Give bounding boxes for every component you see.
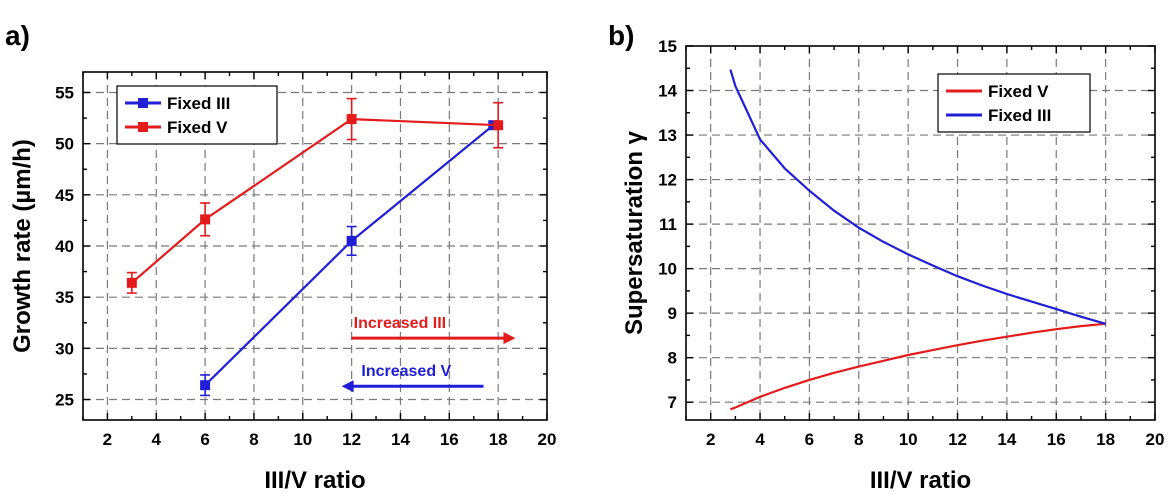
a-legend-label: Fixed V: [167, 118, 228, 137]
a-x-tick-label: 8: [249, 430, 258, 449]
panel-a-chart: 2 4 6 8 10 12 14 16 18 20 25 30 35 40 45 50 55 III/V rati…: [5, 20, 556, 494]
a-x-axis-label: III/V ratio: [264, 467, 365, 494]
a-legend-marker: [138, 122, 148, 132]
b-x-tick-label: 8: [854, 430, 863, 449]
a-x-tick-label: 4: [152, 430, 162, 449]
a-y-tick-label: 40: [55, 237, 74, 256]
a-y-tick-label: 45: [55, 186, 74, 205]
b-x-tick-label: 2: [706, 430, 715, 449]
a-legend-box: [116, 85, 278, 145]
a-panel-label: a): [5, 20, 30, 51]
b-y-tick-label: 14: [658, 82, 677, 101]
a-data-point-fixed-iii: [200, 380, 211, 391]
b-y-tick-label: 10: [658, 260, 677, 279]
a-data-point-fixed-v: [200, 214, 211, 225]
a-data-point-fixed-iii: [346, 235, 357, 246]
a-y-tick-label: 50: [55, 135, 74, 154]
b-x-tick-label: 12: [948, 430, 967, 449]
b-x-tick-label: 18: [1096, 430, 1115, 449]
a-x-tick-label: 10: [293, 430, 312, 449]
a-data-point-fixed-v: [346, 114, 357, 125]
a-legend-label: Fixed III: [167, 94, 230, 113]
b-plot-frame: [685, 45, 1156, 421]
b-x-tick-label: 4: [755, 430, 765, 449]
a-y-tick-label: 55: [55, 83, 74, 102]
a-x-tick-label: 14: [391, 430, 410, 449]
a-x-tick-label: 6: [200, 430, 209, 449]
b-y-tick-label: 15: [658, 37, 677, 56]
a-data-point-fixed-v: [493, 120, 504, 131]
b-panel-label: b): [608, 20, 634, 51]
b-series-line-fixed-v: [730, 322, 1106, 411]
b-y-axis-label: Supersaturation γ: [621, 130, 648, 335]
b-y-tick-label: 8: [668, 349, 677, 368]
b-series-line-fixed-iii: [729, 69, 1106, 325]
b-y-tick-label: 7: [668, 393, 677, 412]
b-legend-box: [937, 73, 1091, 133]
b-y-tick-label: 13: [658, 126, 677, 145]
a-annotation-label: Increased V: [361, 363, 451, 380]
a-data-point-fixed-v: [126, 277, 137, 288]
a-y-tick-label: 25: [55, 391, 74, 410]
a-x-tick-label: 20: [538, 430, 557, 449]
b-x-axis-label: III/V ratio: [870, 467, 971, 494]
a-annotation-arrowhead: [503, 332, 516, 345]
panel-b-chart: 2 4 6 8 10 12 14 16 18 20 7 8 9 10 11 12 13 14 15 III/V rat…: [608, 20, 1164, 494]
b-legend-label: Fixed V: [988, 82, 1049, 101]
a-y-tick-label: 35: [55, 288, 74, 307]
b-x-tick-label: 16: [1047, 430, 1066, 449]
a-x-tick-label: 2: [103, 430, 112, 449]
b-x-tick-label: 6: [805, 430, 814, 449]
b-y-tick-label: 11: [659, 215, 677, 234]
b-x-tick-label: 14: [997, 430, 1016, 449]
b-legend-label: Fixed III: [988, 106, 1051, 125]
a-y-axis-label: Growth rate (µm/h): [9, 139, 36, 353]
a-x-tick-label: 16: [440, 430, 459, 449]
a-x-tick-label: 12: [342, 430, 361, 449]
b-x-tick-label: 20: [1146, 430, 1165, 449]
a-annotation-label: Increased III: [354, 315, 447, 332]
a-legend-marker: [138, 98, 148, 108]
a-annotation-arrowhead: [341, 380, 354, 393]
a-y-tick-label: 30: [55, 339, 74, 358]
a-x-tick-label: 18: [489, 430, 508, 449]
a-series-line-fixed-v: [131, 117, 499, 284]
b-y-tick-label: 9: [668, 304, 677, 323]
b-x-tick-label: 10: [899, 430, 918, 449]
b-y-tick-label: 12: [658, 171, 677, 190]
